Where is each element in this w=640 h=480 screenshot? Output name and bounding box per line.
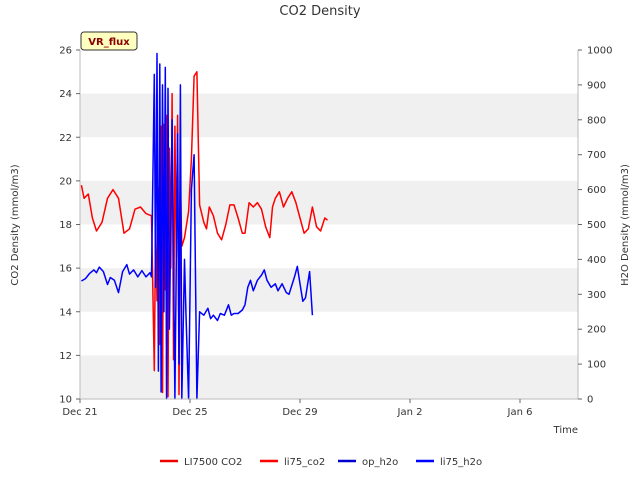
y-tick-right-label: 0 (587, 395, 593, 406)
badge: VR_flux (80, 31, 138, 51)
legend-label: li75_h2o (440, 457, 482, 468)
series-layer (80, 52, 328, 400)
x-tick-label: Jan 2 (397, 407, 423, 418)
y-tick-left-label: 24 (59, 89, 72, 100)
x-axis-label: Time (553, 425, 578, 436)
y-tick-left-label: 26 (59, 46, 72, 57)
y-tick-left-label: 14 (59, 307, 72, 318)
y-tick-right-label: 700 (587, 150, 606, 161)
y-tick-left-label: 16 (59, 264, 72, 275)
series-line-li75-h2o (81, 52, 314, 400)
y-axis-left-label: CO2 Density (mmol/m3) (10, 164, 21, 285)
legend-label: LI7500 CO2 (184, 457, 242, 468)
chart-title: CO2 Density (279, 4, 360, 19)
y-tick-right-label: 800 (587, 115, 606, 126)
y-tick-left-label: 22 (59, 133, 72, 144)
y-tick-left-label: 18 (59, 220, 72, 231)
series-line-li75-co2 (80, 71, 328, 398)
legend-label: li75_co2 (284, 457, 325, 468)
x-tick-label: Dec 21 (62, 407, 97, 418)
legend-label: op_h2o (362, 457, 398, 468)
y-tick-right-label: 600 (587, 185, 606, 196)
y-axis-right-label: H2O Density (mmol/m3) (620, 164, 631, 286)
y-tick-right-label: 300 (587, 290, 606, 301)
y-tick-right-label: 400 (587, 255, 606, 266)
y-tick-left-label: 20 (59, 176, 72, 187)
axes: 10 12 14 16 18 20 22 24 26 0 100 200 300 400 500 600 700… (59, 46, 612, 419)
y-tick-right-label: 900 (587, 80, 606, 91)
x-tick-label: Dec 25 (172, 407, 207, 418)
badge-box (80, 31, 138, 51)
y-tick-right-label: 1000 (587, 46, 612, 57)
y-tick-right-label: 200 (587, 325, 606, 336)
y-tick-left-label: 12 (59, 351, 72, 362)
y-tick-right-label: 500 (587, 220, 606, 231)
x-tick-label: Dec 29 (282, 407, 317, 418)
legend: LI7500 CO2 li75_co2 op_h2o li75_h2o (160, 457, 482, 468)
y-tick-left-label: 10 (59, 395, 72, 406)
x-tick-label: Jan 6 (507, 407, 533, 418)
y-tick-right-label: 100 (587, 360, 606, 371)
badge-label: VR_flux (88, 37, 130, 48)
